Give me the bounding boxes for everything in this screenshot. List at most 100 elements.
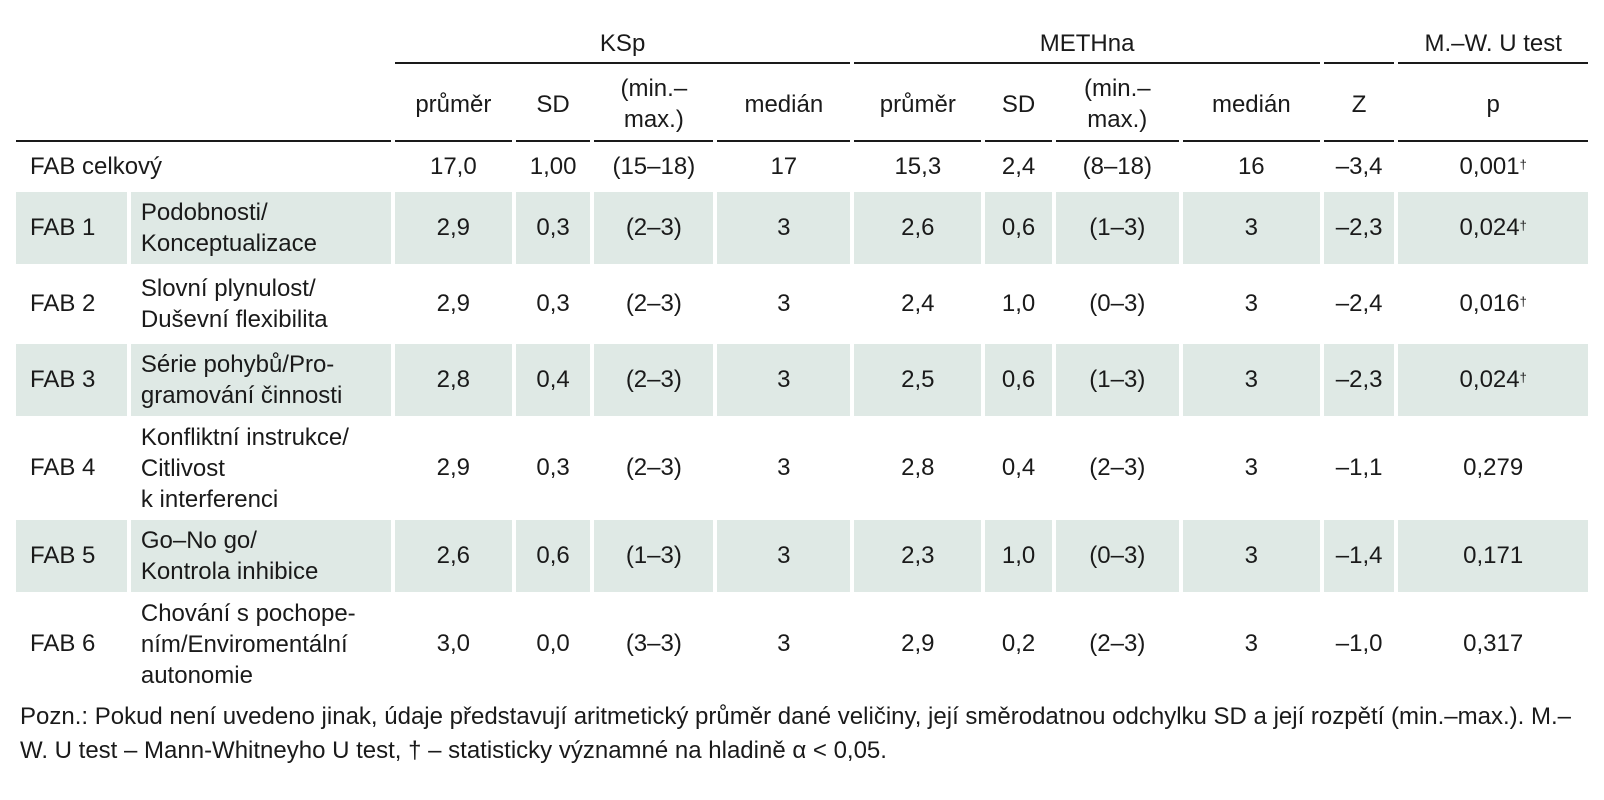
fab-row: FAB 3 Série pohybů/Pro- gramování činnost… [16, 344, 1588, 416]
fab-row: FAB 6 Chování s pochope- ním/Enviromentál… [16, 596, 1588, 692]
fab-ksp-median: 3 [777, 290, 791, 317]
fab-meth-sd: 1,0 [985, 520, 1052, 592]
total-meth-range: (8–18) [1082, 153, 1152, 180]
fab-sig-mark: † [1519, 370, 1527, 385]
meth-median-header: medián [1182, 68, 1320, 142]
total-sig-mark: † [1519, 157, 1527, 172]
total-z: –3,4 [1335, 153, 1383, 180]
fab-ksp-median: 3 [777, 630, 791, 657]
fab-meth-mean: 2,5 [854, 344, 982, 416]
fab-meth-median: 3 [1244, 454, 1258, 481]
total-ksp-median: 17 [770, 153, 798, 180]
fab-description: Go–No go/ Kontrola inhibice [130, 520, 391, 592]
meth-mean-header: průměr [854, 68, 982, 142]
fab-meth-median: 3 [1244, 290, 1258, 317]
fab-meth-median: 3 [1182, 344, 1320, 416]
table-note: Pozn.: Pokud není uvedeno jinak, údaje p… [20, 703, 1571, 764]
fab-p-value: 0,171 [1463, 542, 1524, 569]
fab-p: 0,171 [1398, 520, 1588, 592]
fab-code: FAB 6 [30, 630, 96, 657]
fab-z: –2,3 [1323, 192, 1395, 264]
fab-meth-median: 3 [1182, 192, 1320, 264]
fab-ksp-range: (2–3) [594, 344, 714, 416]
meth-range-header: (min.– max.) [1055, 68, 1179, 142]
fab-table-container: KSp METHna M.–W. U test průměr SD (min.–… [16, 22, 1588, 696]
fab-ksp-sd: 0,3 [536, 454, 570, 481]
fab-ksp-mean: 2,6 [394, 520, 512, 592]
fab-p: 0,317 [1398, 596, 1588, 692]
fab-p: 0,024† [1398, 192, 1588, 264]
fab-code: FAB 3 [16, 344, 127, 416]
fab-z: –1,0 [1335, 630, 1383, 657]
fab-code: FAB 4 [30, 454, 96, 481]
fab-ksp-mean: 2,8 [394, 344, 512, 416]
fab-meth-mean: 2,8 [901, 454, 935, 481]
group-methna: METHna [854, 26, 1320, 64]
fab-z: –1,4 [1323, 520, 1395, 592]
fab-meth-mean: 2,4 [901, 290, 935, 317]
fab-ksp-sd: 0,3 [515, 192, 591, 264]
total-meth-mean: 15,3 [894, 153, 942, 180]
fab-ksp-median: 3 [777, 454, 791, 481]
fab-meth-range: (2–3) [1089, 454, 1146, 481]
ksp-sd-header: SD [515, 68, 591, 142]
fab-code: FAB 5 [16, 520, 127, 592]
fab-ksp-range: (2–3) [625, 290, 682, 317]
fab-ksp-median: 3 [717, 520, 851, 592]
fab-row: FAB 1 Podobnosti/ Konceptualizace 2,9 0,3 (2… [16, 192, 1588, 264]
group-mw-test: M.–W. U test [1398, 26, 1588, 64]
fab-code: FAB 2 [30, 290, 96, 317]
total-p: 0,001† [1398, 146, 1588, 188]
fab-ksp-range: (3–3) [625, 630, 682, 657]
group-ksp: KSp [394, 26, 851, 64]
ksp-median-header: medián [717, 68, 851, 142]
fab-meth-sd: 0,4 [1001, 454, 1036, 481]
fab-ksp-mean: 3,0 [436, 630, 471, 657]
fab-ksp-range: (2–3) [594, 192, 714, 264]
fab-meth-sd: 0,6 [985, 344, 1052, 416]
fab-meth-range: (1–3) [1055, 344, 1179, 416]
fab-ksp-sd: 0,6 [515, 520, 591, 592]
fab-ksp-mean: 2,9 [436, 454, 471, 481]
fab-description: Chování s pochope- ním/Enviromentální au… [140, 599, 356, 689]
header-spacer [16, 26, 391, 64]
fab-row: FAB 2 Slovní plynulost/ Duševní flexibili… [16, 268, 1588, 340]
fab-meth-median: 3 [1244, 630, 1258, 657]
fab-ksp-median: 3 [717, 192, 851, 264]
fab-p-value: 0,317 [1463, 630, 1524, 657]
fab-ksp-sd: 0,4 [515, 344, 591, 416]
total-label: FAB celkový [30, 153, 163, 180]
fab-meth-range: (2–3) [1089, 630, 1146, 657]
header-spacer-z [1323, 26, 1395, 64]
fab-meth-mean: 2,3 [854, 520, 982, 592]
fab-ksp-range: (1–3) [594, 520, 714, 592]
ksp-range-header: (min.– max.) [594, 68, 714, 142]
fab-p: 0,024† [1398, 344, 1588, 416]
total-row: FAB celkový 17,0 1,00 (15–18) 17 15,3 2,… [16, 146, 1588, 188]
fab-meth-sd: 0,2 [1001, 630, 1036, 657]
fab-meth-mean: 2,6 [854, 192, 982, 264]
fab-p: 0,016† [1398, 268, 1588, 340]
fab-ksp-median: 3 [717, 344, 851, 416]
fab-row: FAB 5 Go–No go/ Kontrola inhibice 2,6 0,6 (1… [16, 520, 1588, 592]
fab-p-value: 0,024 [1459, 366, 1520, 393]
total-ksp-range: (15–18) [612, 153, 696, 180]
fab-p-value: 0,016 [1459, 290, 1520, 317]
fab-z: –2,3 [1323, 344, 1395, 416]
fab-z: –1,1 [1335, 454, 1383, 481]
fab-meth-range: (0–3) [1055, 520, 1179, 592]
fab-sig-mark: † [1519, 294, 1527, 309]
fab-row: FAB 4 Konfliktní instrukce/ Citlivost k i… [16, 420, 1588, 516]
fab-meth-mean: 2,9 [901, 630, 935, 657]
fab-ksp-sd: 0,0 [536, 630, 570, 657]
sub-header-row: průměr SD (min.– max.) medián průměr SD … [16, 68, 1588, 142]
z-header: Z [1323, 68, 1395, 142]
meth-sd-header: SD [985, 68, 1052, 142]
fab-results-table: KSp METHna M.–W. U test průměr SD (min.–… [12, 22, 1592, 696]
ksp-mean-header: průměr [394, 68, 512, 142]
total-ksp-mean: 17,0 [429, 153, 477, 180]
fab-p-value: 0,024 [1459, 214, 1520, 241]
fab-sig-mark: † [1519, 218, 1527, 233]
fab-description: Konfliktní instrukce/ Citlivost k interf… [140, 423, 349, 513]
fab-p-value: 0,279 [1463, 454, 1524, 481]
